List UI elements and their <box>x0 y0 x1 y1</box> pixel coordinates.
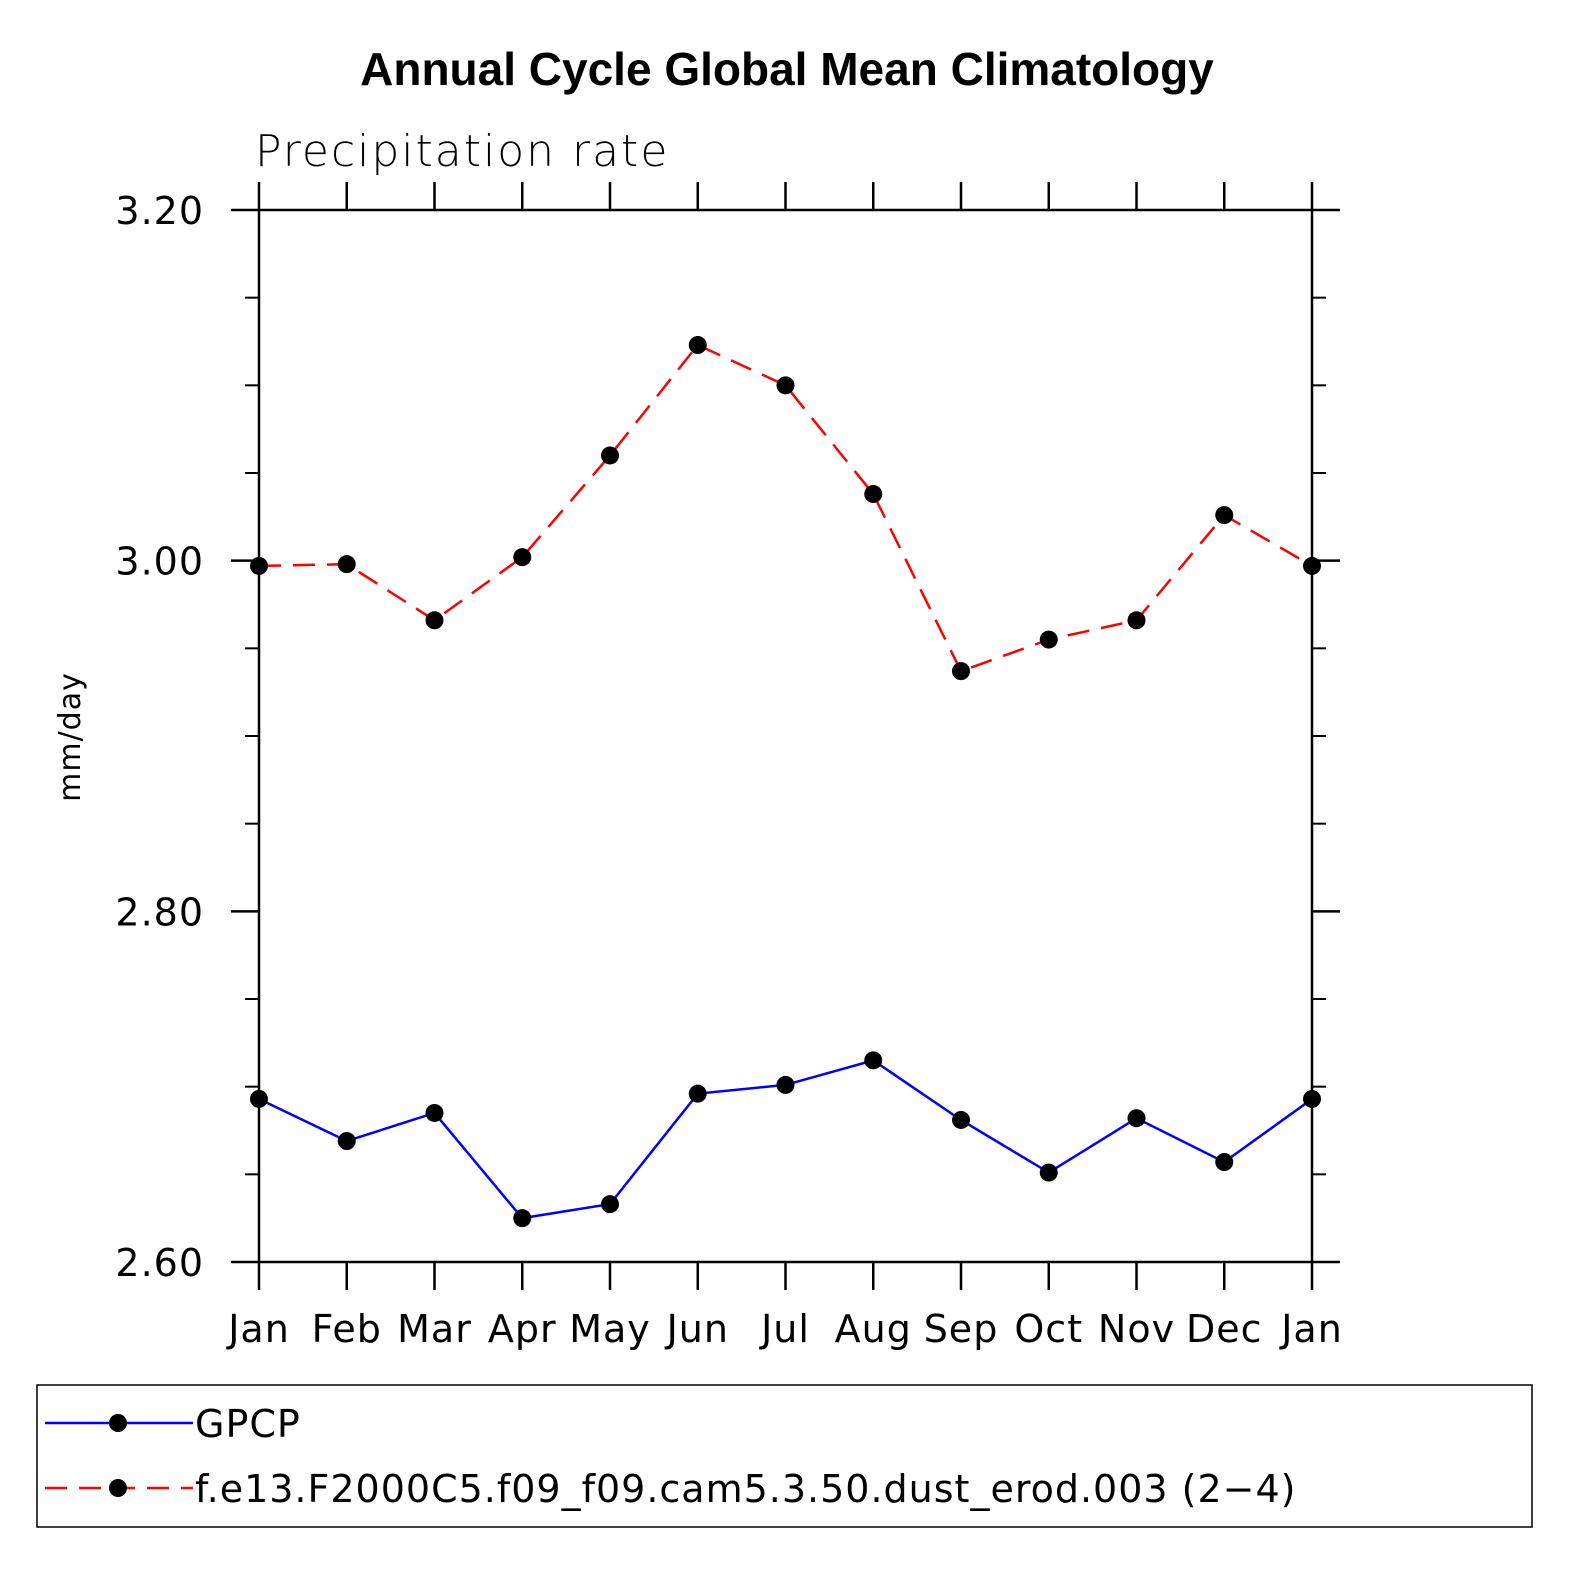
y-tick-label: 2.60 <box>115 1241 204 1285</box>
x-tick-label: Dec <box>1186 1307 1263 1351</box>
chart-title: Annual Cycle Global Mean Climatology <box>360 43 1214 95</box>
data-point <box>513 548 532 567</box>
x-tick-label: Apr <box>488 1307 557 1351</box>
data-point <box>1127 611 1146 630</box>
data-point <box>776 376 795 395</box>
data-point <box>1039 1163 1058 1182</box>
data-point <box>1303 1089 1321 1108</box>
data-point <box>425 611 444 630</box>
x-tick-label: Jul <box>759 1307 810 1351</box>
data-point <box>1303 556 1321 575</box>
data-point <box>337 1132 356 1151</box>
x-tick-label: Oct <box>1014 1307 1083 1351</box>
legend-label: f.e13.F2000C5.f09_f09.cam5.3.50.dust_ero… <box>195 1467 1297 1511</box>
chart-subtitle: Precipitation rate <box>255 126 669 177</box>
y-tick-label: 3.00 <box>115 540 204 584</box>
data-point <box>952 1110 970 1129</box>
x-tick-label: Jun <box>665 1307 729 1351</box>
data-point <box>1215 506 1234 525</box>
data-point <box>952 662 970 681</box>
data-point <box>688 336 707 355</box>
data-point <box>250 556 268 575</box>
legend-marker <box>109 1414 127 1432</box>
legend-box <box>36 1384 1533 1528</box>
plot-frame <box>257 208 1314 1264</box>
x-tick-label: Jan <box>1279 1307 1343 1351</box>
data-point <box>864 485 883 504</box>
data-point <box>864 1051 883 1070</box>
x-tick-label: Nov <box>1098 1307 1175 1351</box>
data-point <box>513 1209 532 1228</box>
x-tick-label: Jan <box>226 1307 290 1351</box>
x-tick-label: Sep <box>924 1307 999 1351</box>
axes: 2.60 2.80 3.00 3.20 Jan Feb Mar Apr May Jun Jul Aug… <box>115 182 1342 1351</box>
data-point <box>1215 1153 1234 1172</box>
data-point <box>601 446 619 465</box>
x-tick-label: Mar <box>397 1307 472 1351</box>
data-point <box>601 1195 619 1214</box>
x-tick-label: Aug <box>835 1307 912 1351</box>
legend: GPCP f.e13.F2000C5.f09_f09.cam5.3.50.dust… <box>36 1384 1533 1528</box>
data-point <box>1127 1109 1146 1128</box>
y-tick-label: 3.20 <box>115 189 204 233</box>
data-point <box>688 1084 707 1103</box>
y-tick-label: 2.80 <box>115 890 204 934</box>
data-point <box>776 1075 795 1094</box>
data-point <box>250 1089 268 1108</box>
x-tick-label: Feb <box>312 1307 382 1351</box>
plot-series <box>250 336 1321 1228</box>
data-point <box>337 555 356 574</box>
y-axis-label: mm/day <box>53 672 88 802</box>
x-tick-label: May <box>569 1307 651 1351</box>
legend-label: GPCP <box>195 1402 301 1446</box>
data-point <box>425 1103 444 1122</box>
data-point <box>1039 630 1058 649</box>
legend-marker <box>109 1479 127 1497</box>
